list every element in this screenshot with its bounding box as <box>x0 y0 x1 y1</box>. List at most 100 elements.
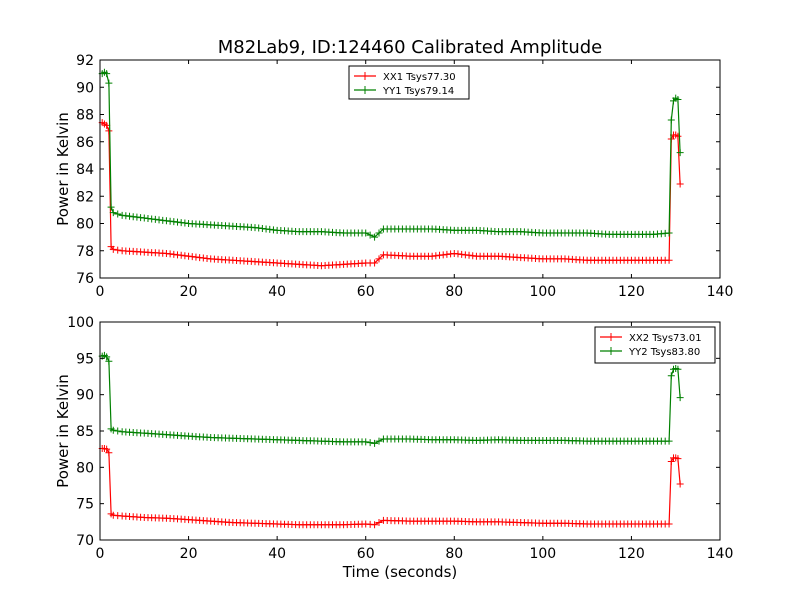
data-point <box>114 246 122 254</box>
data-point <box>362 438 370 446</box>
y-tick-label: 85 <box>76 424 94 440</box>
data-point <box>667 372 675 380</box>
y-tick-label: 70 <box>76 533 94 549</box>
data-point <box>109 209 117 217</box>
x-tick-label: 0 <box>96 546 105 562</box>
series-line-1-1 <box>101 354 681 445</box>
x-tick-label: 120 <box>618 284 645 300</box>
legend-box <box>594 326 716 364</box>
data-point <box>109 426 117 434</box>
data-point <box>105 357 113 365</box>
series-line-0-0 <box>101 122 681 267</box>
data-point <box>665 437 673 445</box>
y-tick-label: 82 <box>76 189 94 205</box>
series-markers-0-0 <box>98 119 684 270</box>
legend-marker <box>607 333 615 341</box>
data-point <box>105 127 113 135</box>
y-tick-label: 90 <box>76 80 94 96</box>
data-point <box>109 245 117 253</box>
x-tick-label: 140 <box>707 546 734 562</box>
x-tick-label: 20 <box>180 284 198 300</box>
data-point <box>665 520 673 528</box>
data-point <box>674 365 682 373</box>
y-tick-label: 92 <box>76 53 94 69</box>
y-tick-label: 84 <box>76 162 94 178</box>
legend-1: XX2 Tsys73.01 YY2 Tsys83.80 <box>594 326 716 364</box>
data-point <box>674 132 682 140</box>
bottom-subplot: 0 20 40 60 80 100 120 140 70 75 80 85 90 95 100 Power i… <box>54 315 733 581</box>
data-point <box>371 233 379 241</box>
data-point <box>103 353 111 361</box>
data-point <box>375 437 383 445</box>
data-point <box>676 480 684 488</box>
data-point <box>103 445 111 453</box>
data-point <box>114 210 122 218</box>
x-tick-label: 80 <box>445 546 463 562</box>
legend-label: XX1 Tsys77.30 <box>383 72 456 83</box>
data-point <box>103 121 111 129</box>
data-point <box>371 521 379 529</box>
data-point <box>375 255 383 263</box>
y-tick-label: 88 <box>76 108 94 124</box>
y-tick-label: 100 <box>67 315 94 331</box>
data-point <box>674 455 682 463</box>
legend-label: YY1 Tsys79.14 <box>382 86 454 97</box>
data-point <box>676 149 684 157</box>
figure-title: M82Lab9, ID:124460 Calibrated Amplitude <box>218 37 602 58</box>
legend-marker <box>361 72 369 80</box>
legend-box <box>348 65 470 100</box>
x-tick-label: 100 <box>529 284 556 300</box>
data-point <box>375 229 383 237</box>
data-point <box>366 231 374 239</box>
legend-marker <box>607 347 615 355</box>
data-point <box>665 256 673 264</box>
x-tick-label: 60 <box>357 284 375 300</box>
y-tick-label: 95 <box>76 351 94 367</box>
legend-marker <box>361 86 369 94</box>
y-axis-label: Power in Kelvin <box>54 112 72 226</box>
x-tick-label: 40 <box>268 284 286 300</box>
data-point <box>371 439 379 447</box>
data-point <box>665 229 673 237</box>
y-tick-label: 90 <box>76 388 94 404</box>
y-tick-label: 76 <box>76 271 94 287</box>
y-tick-label: 78 <box>76 244 94 260</box>
x-tick-label: 80 <box>445 284 463 300</box>
top-subplot: 0 20 40 60 80 100 120 140 76 78 80 82 84 86 88 90 92 Powe… <box>54 53 733 300</box>
x-tick-label: 100 <box>529 546 556 562</box>
data-point <box>114 427 122 435</box>
y-tick-label: 80 <box>76 217 94 233</box>
x-tick-label: 20 <box>180 546 198 562</box>
data-point <box>105 79 113 87</box>
y-tick-label: 75 <box>76 497 94 513</box>
legend-label: YY2 Tsys83.80 <box>628 347 700 358</box>
x-tick-label: 60 <box>357 546 375 562</box>
y-tick-label: 80 <box>76 460 94 476</box>
data-point <box>366 439 374 447</box>
data-point <box>371 259 379 267</box>
data-point <box>667 116 675 124</box>
y-tick-label: 86 <box>76 135 94 151</box>
series-markers-1-0 <box>98 444 684 529</box>
x-axis-label: Time (seconds) <box>342 563 458 581</box>
data-point <box>105 449 113 457</box>
legend-0: XX1 Tsys77.30 YY1 Tsys79.14 <box>348 65 470 100</box>
x-tick-label: 140 <box>707 284 734 300</box>
series-line-1-0 <box>102 447 681 526</box>
series-markers-1-1 <box>98 351 684 447</box>
data-point <box>362 229 370 237</box>
data-point <box>107 203 115 211</box>
data-point <box>103 70 111 78</box>
x-tick-label: 40 <box>268 546 286 562</box>
x-tick-label: 0 <box>96 284 105 300</box>
data-point <box>674 96 682 104</box>
data-point <box>375 519 383 527</box>
series-markers-0-1 <box>98 68 684 241</box>
legend-label: XX2 Tsys73.01 <box>629 333 702 344</box>
data-point <box>676 394 684 402</box>
data-point <box>676 180 684 188</box>
data-point <box>667 458 675 466</box>
x-tick-label: 120 <box>618 546 645 562</box>
y-axis-label: Power in Kelvin <box>54 374 72 488</box>
